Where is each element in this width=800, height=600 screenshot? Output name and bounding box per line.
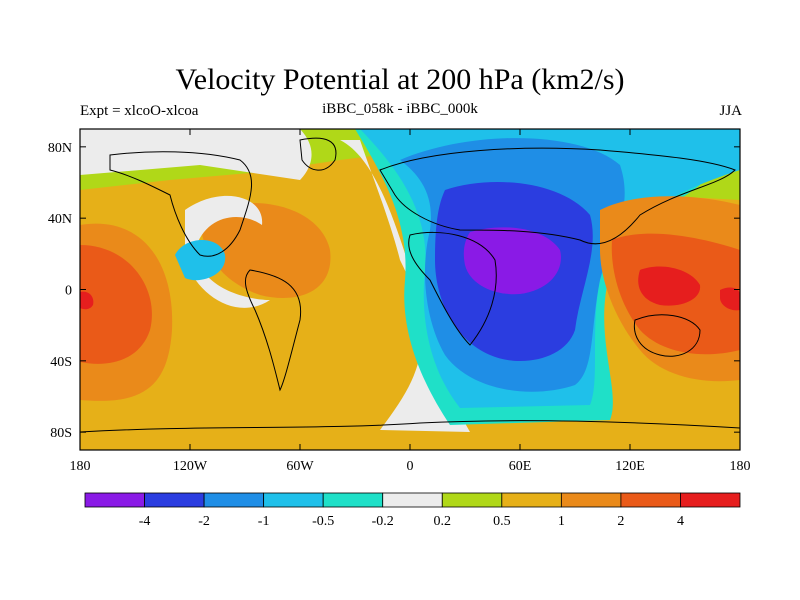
colorbar-label: 2 <box>617 514 624 529</box>
lon-tick-label: 180 <box>70 459 91 474</box>
latitude-axis: 80N 40N 0 40S 80S <box>48 141 740 441</box>
plot-title: Velocity Potential at 200 hPa (km2/s) <box>175 63 625 96</box>
region-west-edge-plus4 <box>80 291 94 310</box>
lon-tick-label: 60W <box>286 459 314 474</box>
difference-label: iBBC_058k - iBBC_000k <box>322 101 478 117</box>
longitude-axis: 180 120W 60W 0 60E 120E 180 <box>70 129 751 474</box>
coastline-greenland <box>299 137 337 171</box>
region-minus-4 <box>463 227 561 295</box>
lat-tick-label: 0 <box>65 284 72 299</box>
lon-tick-label: 0 <box>407 459 414 474</box>
region-dateline-plus4 <box>720 287 740 311</box>
colorbar-label: -4 <box>139 514 151 529</box>
colorbar: -4 -2 -1 -0.5 -0.2 0.2 0.5 1 2 4 <box>84 492 741 529</box>
colorbar-label: 4 <box>677 514 684 529</box>
lon-tick-label: 60E <box>509 459 532 474</box>
coastline-europe-asia <box>379 147 736 245</box>
coastline-south-america <box>244 269 302 392</box>
colorbar-swatch <box>84 492 145 508</box>
lon-tick-label: 180 <box>730 459 751 474</box>
lat-tick-label: 40N <box>48 212 72 227</box>
colorbar-label: -2 <box>198 514 210 529</box>
colorbar-label: 0.5 <box>493 514 511 529</box>
colorbar-label: -1 <box>258 514 270 529</box>
contour-fill-group <box>80 129 740 450</box>
lon-tick-label: 120E <box>615 459 645 474</box>
colorbar-swatch <box>322 492 384 508</box>
colorbar-swatch <box>144 492 205 508</box>
lat-tick-label: 40S <box>50 355 72 370</box>
colorbar-swatch <box>560 492 622 508</box>
colorbar-label: 1 <box>558 514 565 529</box>
colorbar-label: 0.2 <box>434 514 452 529</box>
region-eastpacific-near-zero <box>185 195 270 308</box>
coastline-africa <box>408 231 497 346</box>
region-pacific-plus2 <box>80 245 152 364</box>
coastline-australia <box>633 314 701 357</box>
coastline-north-america <box>109 151 253 257</box>
colorbar-swatch <box>263 492 324 508</box>
colorbar-swatch <box>203 492 265 508</box>
region-atlantic-plus1 <box>200 202 331 298</box>
region-arctic-near-zero <box>80 129 312 180</box>
colorbar-swatch <box>441 492 503 508</box>
season-label: JJA <box>719 103 742 119</box>
experiment-label: Expt = xlcoO-xlcoa <box>80 103 199 119</box>
colorbar-swatch <box>501 492 562 508</box>
lat-tick-label: 80S <box>50 426 72 441</box>
colorbar-swatch <box>680 492 741 508</box>
colorbar-swatch <box>382 492 443 508</box>
region-eastpacific-minimum <box>175 240 226 281</box>
lat-tick-label: 80N <box>48 141 72 156</box>
colorbar-label: -0.2 <box>372 514 394 529</box>
coastline-antarctica <box>80 420 740 433</box>
lon-tick-label: 120W <box>173 459 208 474</box>
colorbar-swatch <box>620 492 681 508</box>
region-westpacific-plus4 <box>638 266 701 306</box>
coastlines <box>80 137 740 433</box>
colorbar-label: -0.5 <box>312 514 334 529</box>
